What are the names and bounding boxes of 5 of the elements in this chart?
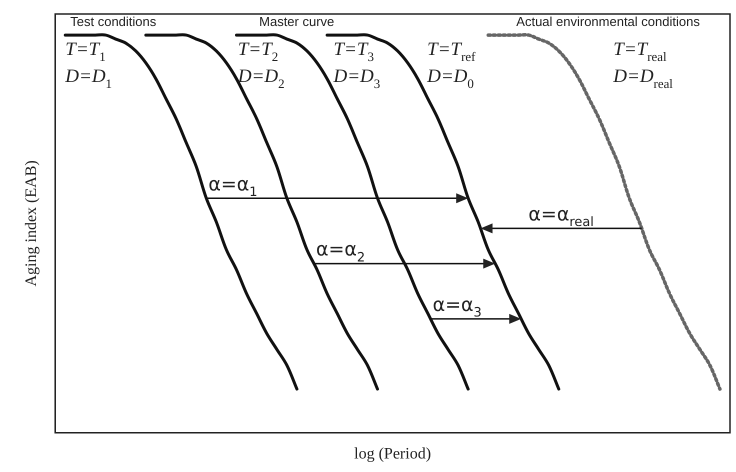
x-axis-title: log (Period) (354, 446, 432, 463)
series-label: Actual environmental conditions (516, 14, 700, 30)
series-label: Test conditions (70, 14, 157, 30)
series-label: Master curve (259, 14, 334, 30)
y-axis-title: Aging index (EAB) (22, 160, 40, 286)
